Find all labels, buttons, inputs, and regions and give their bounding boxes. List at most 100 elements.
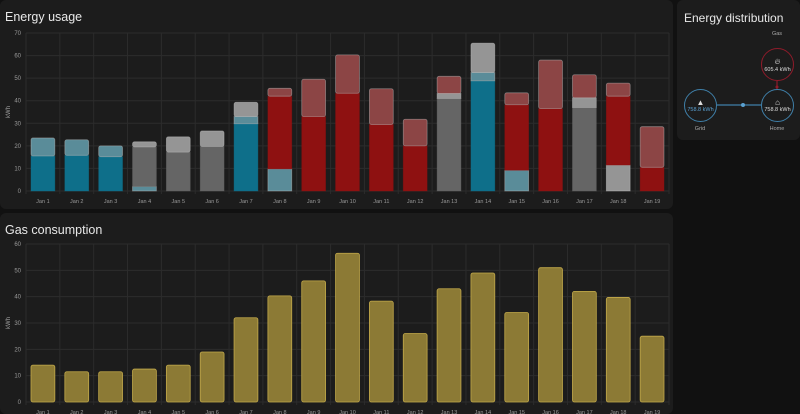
gas-bar: [470, 272, 496, 403]
y-tick-label: 10: [14, 166, 21, 172]
x-tick-label: Jan 3: [104, 410, 117, 414]
x-tick-label: Jan 19: [644, 199, 661, 205]
y-tick-label: 30: [14, 121, 21, 127]
y-tick-label: 30: [14, 321, 21, 327]
bar-segment-blue-dark: [470, 80, 496, 192]
bar-segment-gray-light: [233, 101, 259, 117]
y-tick-label: 40: [14, 295, 21, 301]
gas-consumption-card: Gas consumption 0 10 20 30 40 50 60 Jan 1 Jan 2 J…: [0, 213, 673, 414]
gas-bar: [132, 368, 157, 403]
x-tick-label: Jan 13: [441, 410, 458, 414]
x-tick-label: Jan 16: [542, 410, 559, 414]
gas-bar: [369, 300, 394, 403]
bar-segment-gray-dark: [572, 107, 597, 192]
bar-segment-red-light: [504, 92, 530, 106]
bar-segment-red-light: [335, 54, 360, 94]
x-tick-label: Jan 8: [273, 410, 286, 414]
bar-segment-blue-light: [504, 169, 530, 192]
gas-bar: [64, 371, 90, 403]
x-tick-label: Jan 4: [138, 199, 151, 205]
bar-segment-red-dark: [335, 92, 360, 192]
x-tick-label: Jan 10: [339, 199, 356, 205]
home-value: 758.8 kWh: [764, 107, 791, 113]
grid-flow-dot: [741, 103, 745, 107]
gas-bar: [233, 317, 259, 403]
y-tick-label: 10: [14, 374, 21, 380]
y-tick-label: 60: [14, 54, 21, 60]
bar-segment-blue-light: [30, 137, 56, 157]
y-tick-label: 20: [14, 347, 21, 353]
bar-segment-gray-light: [605, 164, 631, 192]
bar-segment-blue-light: [470, 72, 496, 82]
gas-bar: [436, 288, 462, 403]
x-tick-label: Jan 12: [407, 199, 424, 205]
x-tick-label: Jan 15: [508, 410, 525, 414]
gas-bar: [639, 335, 665, 403]
gas-bar: [605, 297, 631, 403]
gas-consumption-chart: 0 10 20 30 40 50 60 Jan 1 Jan 2 Jan 3 Jan 4 Jan 5 Ja…: [6, 242, 670, 414]
bar-segment-red-dark: [369, 124, 394, 192]
bar-segment-red-light: [639, 126, 665, 168]
gas-bar: [402, 333, 428, 403]
gas-bar: [98, 371, 123, 403]
x-tick-label: Jan 3: [104, 199, 117, 205]
grid-label: Grid: [694, 126, 706, 132]
x-tick-label: Jan 18: [610, 410, 627, 414]
x-tick-label: Jan 5: [172, 199, 185, 205]
y-tick-label: 0: [18, 400, 22, 406]
bar-segment-gray-light: [572, 97, 597, 108]
bar-segment-red-dark: [402, 145, 428, 192]
bar-segment-blue-dark: [233, 123, 259, 192]
x-tick-label: Jan 2: [70, 410, 83, 414]
bar-segment-blue-light: [64, 139, 90, 156]
bar-segment-gray-light: [470, 42, 496, 73]
gas-bar: [504, 312, 530, 403]
x-tick-label: Jan 10: [339, 410, 356, 414]
x-tick-label: Jan 9: [307, 410, 320, 414]
y-tick-label: 60: [14, 242, 21, 248]
x-tick-label: Jan 7: [239, 199, 252, 205]
bar-segment-red-light: [572, 74, 597, 99]
x-tick-label: Jan 1: [36, 410, 49, 414]
x-tick-label: Jan 11: [373, 410, 389, 414]
bar-segment-gray-light: [132, 141, 157, 148]
bar-segment-red-dark: [605, 95, 631, 166]
bar-segment-gray-dark: [436, 98, 462, 192]
y-tick-label: 0: [18, 189, 22, 195]
bar-segment-blue-light: [98, 145, 123, 158]
bar-segment-red-light: [538, 59, 563, 110]
y-axis-label: kWh: [6, 317, 12, 329]
x-tick-label: Jan 8: [273, 199, 286, 205]
bar-segment-blue-light: [233, 116, 259, 125]
x-tick-label: Jan 2: [70, 199, 83, 205]
bar-segment-blue-dark: [98, 156, 123, 192]
bar-segment-red-light: [301, 78, 326, 117]
bar-segment-blue-light: [132, 186, 157, 192]
gas-bar: [30, 364, 56, 403]
y-tick-label: 50: [14, 76, 21, 82]
gas-value: 605.4 kWh: [764, 66, 791, 73]
gas-label: Gas: [771, 31, 783, 37]
x-tick-label: Jan 13: [441, 199, 458, 205]
gas-flow-dot: [775, 85, 779, 89]
home-node[interactable]: ⌂ 758.8 kWh: [761, 89, 794, 122]
flow-lines: [717, 81, 779, 107]
x-tick-label: Jan 18: [610, 199, 627, 205]
energy-distribution-card: Energy distribution Gas 🔥︎ 605.4 kWh ▲ 7…: [677, 0, 800, 140]
gas-node[interactable]: 🔥︎ 605.4 kWh: [761, 48, 794, 81]
x-tick-label: Jan 1: [36, 199, 49, 205]
x-tick-label: Jan 5: [172, 410, 185, 414]
bar-segment-gray-light: [436, 93, 462, 99]
bar-segment-blue-dark: [30, 155, 56, 192]
bar-segment-blue-light: [267, 168, 293, 192]
bar-segment-gray-dark: [165, 151, 191, 192]
bar-segment-blue-dark: [64, 154, 90, 192]
x-tick-label: Jan 16: [542, 199, 559, 205]
x-tick-label: Jan 14: [475, 199, 492, 205]
x-tick-label: Jan 9: [307, 199, 320, 205]
y-tick-label: 40: [14, 99, 21, 105]
bar-segment-red-light: [605, 82, 631, 97]
grid-node[interactable]: ▲ 758.8 kWh: [684, 89, 717, 122]
y-tick-label: 50: [14, 268, 21, 274]
y-tick-label: 20: [14, 144, 21, 150]
